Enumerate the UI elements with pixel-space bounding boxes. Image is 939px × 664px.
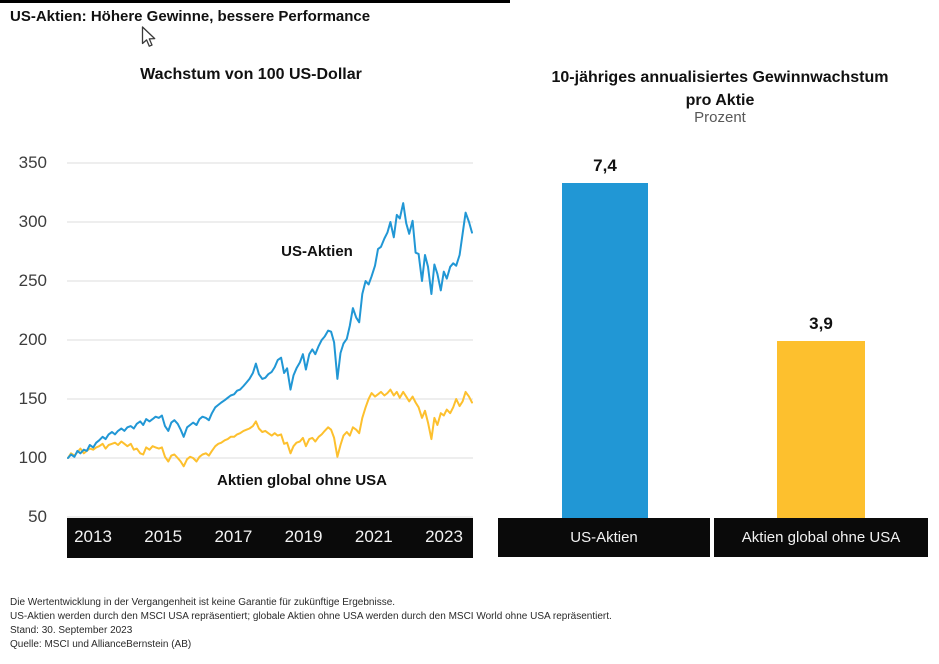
bar-value-global-ex-usa: 3,9	[809, 314, 833, 334]
footnote-source: Quelle: MSCI und AllianceBernstein (AB)	[10, 639, 192, 650]
footnote-indices: US-Aktien werden durch den MSCI USA repr…	[10, 611, 612, 622]
bar-chart-title: 10-jähriges annualisiertes Gewinnwachstu…	[500, 66, 939, 112]
bar-chart-title-line1: 10-jähriges annualisiertes Gewinnwachstu…	[551, 69, 889, 86]
y-axis-tick-label: 200	[18, 330, 47, 349]
x-axis-tick-label: 2015	[144, 527, 183, 546]
series-label-us-aktien: US-Aktien	[281, 243, 353, 260]
bar-us-aktien	[562, 183, 648, 518]
bar-chart-subtitle: Prozent	[694, 109, 746, 126]
footnotes: Die Wertentwicklung in der Vergangenheit…	[10, 596, 612, 652]
category-label-global-ex-usa: Aktien global ohne USA	[714, 518, 928, 557]
line-series-Aktien global ohne USA	[67, 388, 473, 468]
y-axis-tick-label: 150	[18, 389, 47, 408]
x-axis-tick-label: 2019	[284, 527, 323, 546]
y-axis-tick-label: 300	[18, 212, 47, 231]
category-label-us-aktien: US-Aktien	[498, 518, 710, 557]
bar-chart-title-line2: pro Aktie	[685, 92, 755, 109]
x-axis-tick-label: 2013	[74, 527, 112, 546]
x-axis-bar: 2013 2015 2017 2019 2021 2023	[67, 518, 473, 558]
top-edge-bar	[0, 0, 510, 3]
footnote-disclaimer: Die Wertentwicklung in der Vergangenheit…	[10, 597, 396, 608]
y-axis-tick-label: 250	[18, 271, 47, 290]
figure-title: US-Aktien: Höhere Gewinne, bessere Perfo…	[10, 8, 371, 25]
mouse-cursor-icon	[141, 26, 156, 47]
x-axis-tick-label: 2021	[354, 527, 393, 546]
footnote-date: Stand: 30. September 2023	[10, 625, 133, 636]
y-axis-tick-label: 350	[18, 153, 47, 172]
bar-value-us-aktien: 7,4	[593, 156, 617, 175]
line-series-US-Aktien	[67, 202, 473, 459]
y-axis-tick-label: 50	[28, 507, 47, 526]
y-axis-tick-label: 100	[18, 448, 47, 467]
series-label-global-ex-usa: Aktien global ohne USA	[216, 472, 387, 489]
x-axis-tick-label: 2017	[214, 527, 253, 546]
line-chart-title: Wachstum von 100 US-Dollar	[140, 66, 362, 83]
bar-global-ex-usa	[777, 341, 865, 518]
x-axis-tick-label: 2023	[425, 527, 463, 546]
